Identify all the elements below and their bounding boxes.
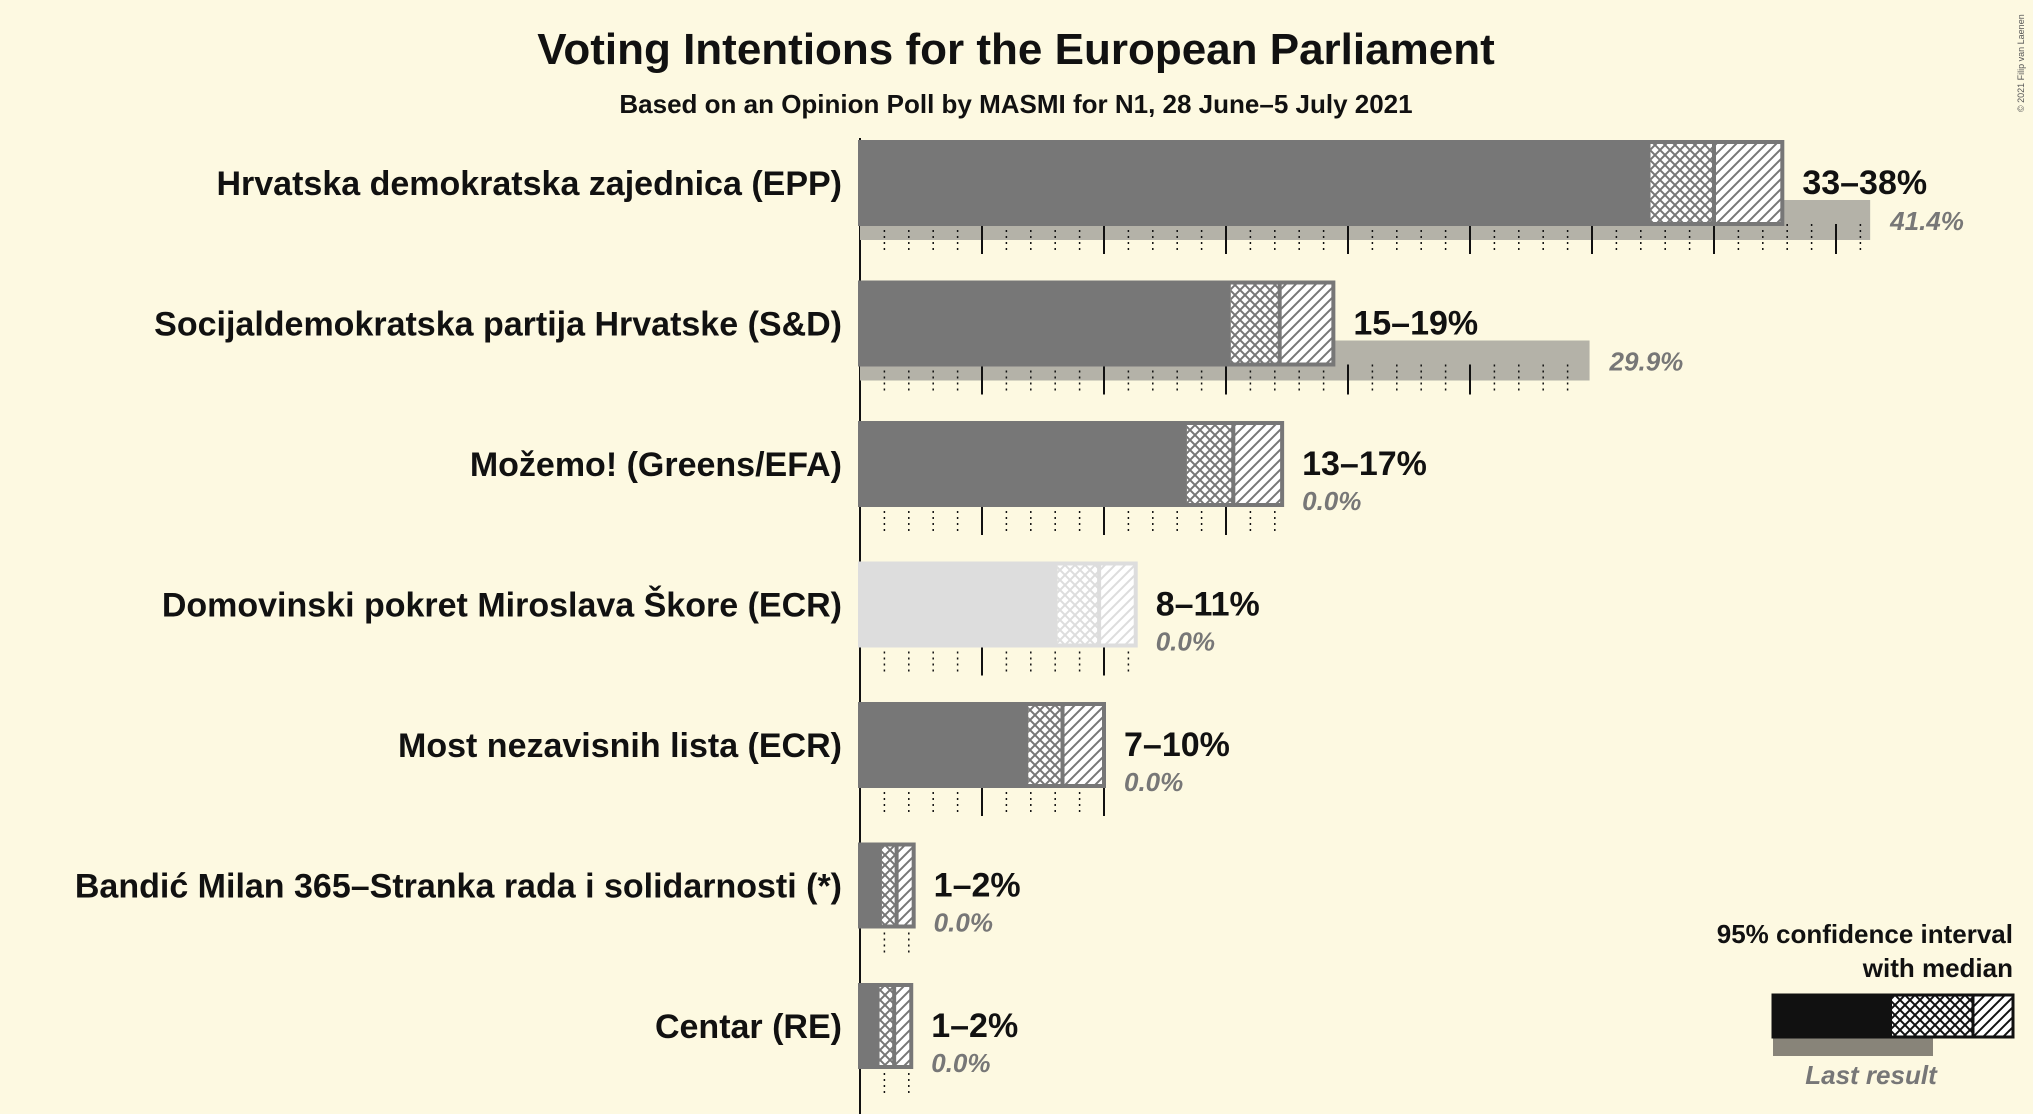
ci-bar-solid bbox=[860, 985, 880, 1067]
ci-bar-crosshatch bbox=[879, 985, 895, 1067]
legend-last-result-label: Last result bbox=[1805, 1060, 1938, 1090]
copyright-note: © 2021 Filip van Laenen bbox=[2016, 14, 2026, 112]
ci-bar-outline bbox=[858, 842, 916, 929]
party-label: Most nezavisnih lista (ECR) bbox=[398, 727, 842, 765]
party-label: Bandić Milan 365–Stranka rada i solidarn… bbox=[75, 868, 842, 906]
ci-bar-solid bbox=[860, 844, 882, 927]
ci-bar-solid bbox=[860, 563, 1058, 646]
ci-bar-crosshatch bbox=[1186, 423, 1234, 505]
party-label: Domovinski pokret Miroslava Škore (ECR) bbox=[162, 586, 842, 625]
ci-bar-solid bbox=[860, 142, 1651, 224]
last-result-label: 0.0% bbox=[931, 1048, 990, 1078]
ci-bar-solid bbox=[860, 423, 1187, 505]
legend-ci-bar bbox=[1773, 995, 1892, 1037]
ci-bar-hatch bbox=[1062, 704, 1104, 786]
ci-bar-crosshatch bbox=[1230, 282, 1280, 365]
last-result-label: 0.0% bbox=[1302, 486, 1361, 516]
ci-bar-outline bbox=[858, 421, 1285, 507]
legend-line1: 95% confidence interval bbox=[1717, 919, 2013, 949]
ci-bar-hatch bbox=[894, 985, 912, 1067]
ci-bar-outline bbox=[858, 561, 1138, 648]
ci-bar-solid bbox=[860, 282, 1231, 365]
range-label: 15–19% bbox=[1353, 305, 1478, 343]
range-label: 8–11% bbox=[1156, 586, 1260, 624]
ci-bar-solid bbox=[860, 704, 1029, 786]
ci-bar-outline bbox=[858, 702, 1106, 788]
range-label: 7–10% bbox=[1124, 726, 1230, 764]
ci-bar-hatch bbox=[1714, 142, 1783, 224]
party-label: Socijaldemokratska partija Hrvatske (S&D… bbox=[154, 306, 842, 344]
ci-bar-hatch bbox=[1233, 423, 1283, 505]
range-label: 33–38% bbox=[1802, 164, 1927, 202]
range-label: 1–2% bbox=[934, 867, 1021, 905]
last-result-label: 0.0% bbox=[934, 908, 993, 938]
chart-title: Voting Intentions for the European Parli… bbox=[537, 25, 1495, 74]
legend: 95% confidence interval with median Last… bbox=[1717, 919, 2015, 1090]
party-label: Centar (RE) bbox=[655, 1008, 842, 1046]
party-label: Možemo! (Greens/EFA) bbox=[470, 446, 842, 484]
ci-bar-hatch bbox=[1099, 563, 1136, 646]
ci-bar-crosshatch bbox=[1028, 704, 1063, 786]
last-result-label: 29.9% bbox=[1609, 347, 1684, 377]
last-result-label: 41.4% bbox=[1889, 206, 1964, 236]
party-label: Hrvatska demokratska zajednica (EPP) bbox=[216, 165, 842, 203]
range-label: 1–2% bbox=[931, 1007, 1018, 1045]
last-result-label: 0.0% bbox=[1124, 767, 1183, 797]
ci-bar-hatch bbox=[1279, 282, 1334, 365]
legend-ci-hatch bbox=[1973, 995, 2013, 1037]
ci-bar-outline bbox=[858, 140, 1785, 226]
legend-ci-crosshatch bbox=[1892, 995, 1973, 1037]
range-label: 13–17% bbox=[1302, 445, 1427, 483]
ci-bar-crosshatch bbox=[1057, 563, 1100, 646]
ci-bar-hatch bbox=[896, 844, 914, 927]
ci-bar-outline bbox=[858, 280, 1336, 367]
chart-subtitle: Based on an Opinion Poll by MASMI for N1… bbox=[619, 89, 1412, 119]
ci-bar-outline bbox=[858, 983, 914, 1069]
ci-bar-crosshatch bbox=[1650, 142, 1714, 224]
legend-ci-outline bbox=[1771, 993, 2015, 1039]
last-result-label: 0.0% bbox=[1156, 627, 1215, 657]
bars-layer: Hrvatska demokratska zajednica (EPP) 33–3… bbox=[75, 138, 1964, 1114]
legend-line2: with median bbox=[1862, 953, 2013, 983]
ci-bar-crosshatch bbox=[881, 844, 897, 927]
